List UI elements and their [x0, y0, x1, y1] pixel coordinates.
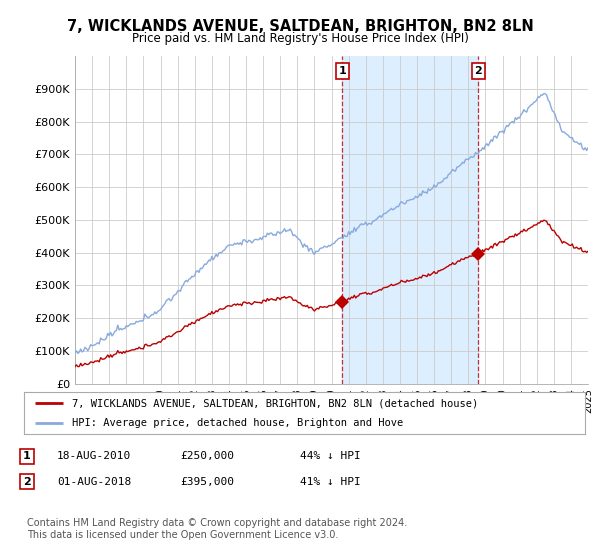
Text: 01-AUG-2018: 01-AUG-2018: [57, 477, 131, 487]
Text: 1: 1: [338, 66, 346, 76]
Text: 7, WICKLANDS AVENUE, SALTDEAN, BRIGHTON, BN2 8LN: 7, WICKLANDS AVENUE, SALTDEAN, BRIGHTON,…: [67, 19, 533, 34]
Text: HPI: Average price, detached house, Brighton and Hove: HPI: Average price, detached house, Brig…: [71, 418, 403, 428]
Text: 41% ↓ HPI: 41% ↓ HPI: [300, 477, 361, 487]
Text: 2: 2: [475, 66, 482, 76]
Text: 1: 1: [23, 451, 31, 461]
Text: Price paid vs. HM Land Registry's House Price Index (HPI): Price paid vs. HM Land Registry's House …: [131, 32, 469, 45]
Bar: [342, 56, 478, 384]
Text: £395,000: £395,000: [180, 477, 234, 487]
Text: 18-AUG-2010: 18-AUG-2010: [57, 451, 131, 461]
Text: Contains HM Land Registry data © Crown copyright and database right 2024.
This d: Contains HM Land Registry data © Crown c…: [27, 519, 407, 540]
Text: 44% ↓ HPI: 44% ↓ HPI: [300, 451, 361, 461]
Text: 7, WICKLANDS AVENUE, SALTDEAN, BRIGHTON, BN2 8LN (detached house): 7, WICKLANDS AVENUE, SALTDEAN, BRIGHTON,…: [71, 398, 478, 408]
Text: 2: 2: [23, 477, 31, 487]
Text: £250,000: £250,000: [180, 451, 234, 461]
